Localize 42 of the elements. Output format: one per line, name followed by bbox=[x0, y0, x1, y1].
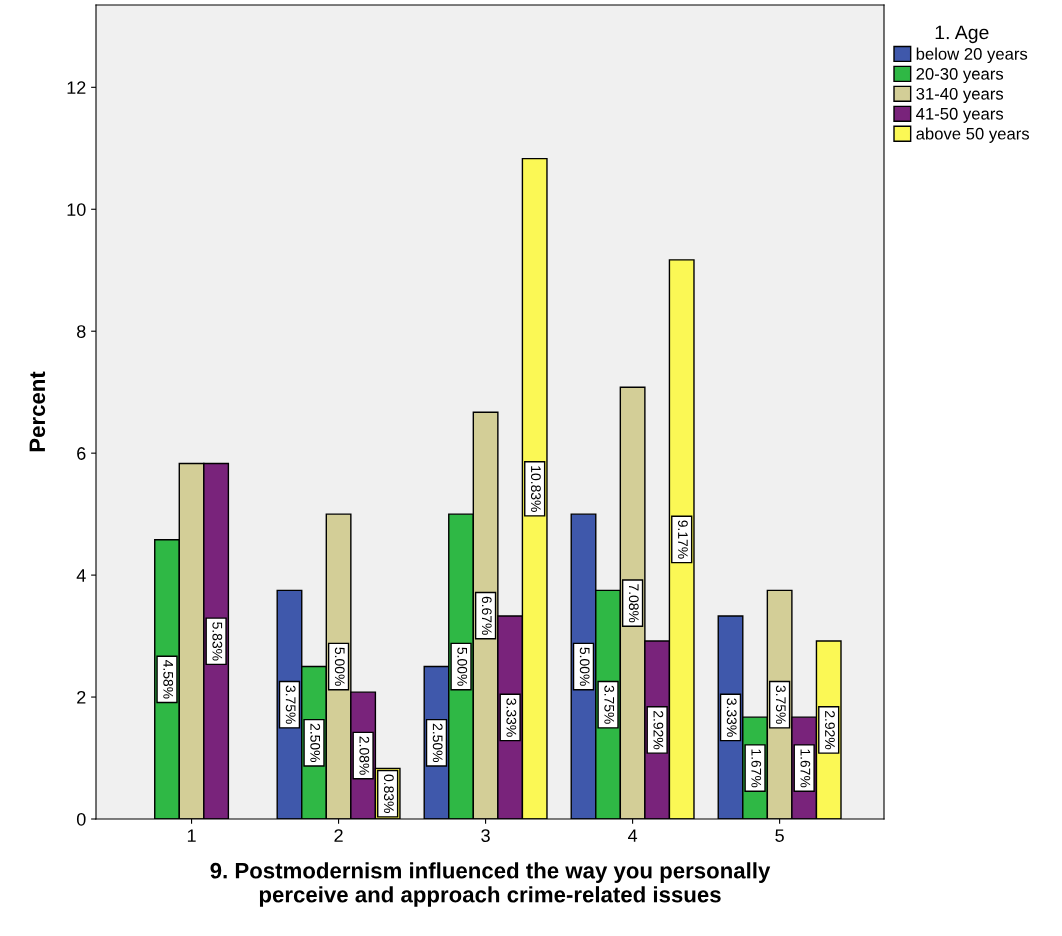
x-tick-label: 5 bbox=[775, 829, 784, 842]
y-axis-title: Percent bbox=[29, 371, 46, 452]
legend-label: above 50 years bbox=[916, 127, 1030, 143]
data-label: 3.75% bbox=[775, 685, 786, 724]
data-label: 3.33% bbox=[726, 698, 737, 737]
x-tick-label: 3 bbox=[481, 829, 490, 842]
data-label: 10.83% bbox=[530, 466, 541, 512]
legend-title: 1. Age bbox=[935, 25, 989, 44]
data-label: 1.67% bbox=[751, 749, 762, 788]
legend-label: 31-40 years bbox=[916, 87, 1004, 103]
data-label: 0.83% bbox=[383, 774, 394, 813]
data-label: 5.83% bbox=[212, 622, 223, 661]
data-label: 2.92% bbox=[653, 710, 664, 750]
data-label: 5.00% bbox=[457, 647, 468, 686]
y-tick-label: 4 bbox=[76, 569, 86, 582]
data-label: 9.17% bbox=[677, 520, 688, 559]
y-tick-label: 0 bbox=[76, 812, 86, 826]
data-label: 2.08% bbox=[359, 736, 370, 775]
y-tick-label: 6 bbox=[77, 447, 86, 460]
x-tick-label: 1 bbox=[187, 829, 196, 842]
x-axis-title: 9. Postmodernism influenced the way you personally perceive and approach crime-related issues bbox=[210, 862, 771, 907]
data-label: 5.00% bbox=[334, 647, 345, 686]
y-tick-label: 10 bbox=[67, 203, 86, 216]
legend-label: 41-50 years bbox=[916, 107, 1004, 123]
data-label: 2.50% bbox=[432, 723, 443, 762]
legend-label: 20-30 years bbox=[916, 67, 1004, 84]
data-label: 6.67% bbox=[481, 596, 492, 635]
data-label: 2.92% bbox=[824, 710, 835, 750]
data-label: 5.00% bbox=[579, 647, 590, 686]
data-label: 4.58% bbox=[163, 660, 174, 699]
y-tick-label: 12 bbox=[67, 81, 86, 94]
legend-label: below 20 years bbox=[916, 47, 1028, 64]
x-tick-label: 2 bbox=[334, 829, 343, 842]
data-label: 7.08% bbox=[628, 584, 639, 623]
y-tick-label: 2 bbox=[77, 690, 86, 704]
data-label: 3.33% bbox=[506, 698, 517, 737]
data-label: 1.67% bbox=[800, 749, 811, 788]
x-tick-label: 4 bbox=[628, 829, 638, 842]
y-tick-label: 8 bbox=[77, 325, 86, 338]
data-label: 3.75% bbox=[604, 685, 615, 724]
data-label: 3.75% bbox=[285, 685, 296, 724]
data-label: 2.50% bbox=[310, 723, 321, 762]
